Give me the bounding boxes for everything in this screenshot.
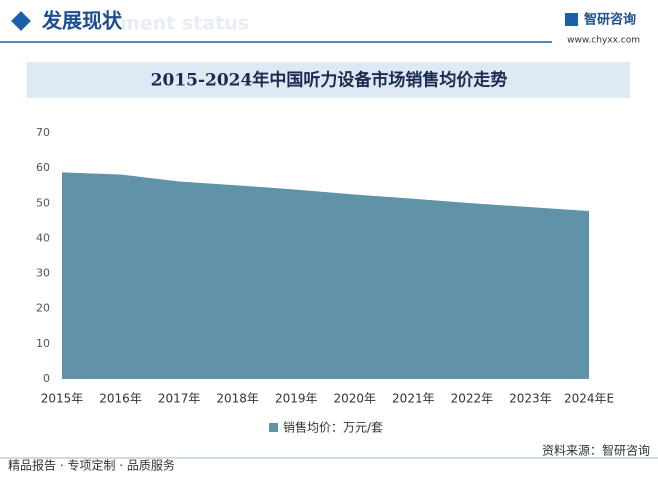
y-tick-label: 10 <box>36 337 50 350</box>
footer: 精品报告 · 专项定制 · 品质服务 <box>8 458 175 473</box>
plot: 0 10 20 30 40 50 60 70 2015年 2016年 2017年 2018年 2019年… <box>36 126 614 435</box>
x-tick-label: 2015年 <box>41 392 84 406</box>
legend-label: 销售均价：万元/套 <box>283 420 383 435</box>
header-title: 发展现状 <box>41 9 123 33</box>
y-tick-label: 70 <box>36 126 50 139</box>
y-tick-label: 40 <box>36 231 50 244</box>
y-tick-label: 30 <box>36 267 50 280</box>
x-tick-label: 2016年 <box>99 392 142 406</box>
legend-swatch <box>269 423 278 432</box>
title-bar <box>27 62 630 98</box>
y-tick-label: 60 <box>36 161 50 174</box>
x-tick-label: 2023年 <box>509 392 552 406</box>
x-tick-label: 2022年 <box>451 392 494 406</box>
y-tick-label: 20 <box>36 302 50 315</box>
y-tick-label: 0 <box>43 372 50 385</box>
area <box>62 172 589 379</box>
source: 资料来源：智研咨询 <box>542 443 650 458</box>
y-tick-label: 50 <box>36 196 50 209</box>
x-tick-label: 2019年 <box>275 392 318 406</box>
x-tick-label: 2020年 <box>334 392 377 406</box>
logo-icon <box>565 13 578 26</box>
logo-name: 智研咨询 <box>584 12 636 28</box>
header-icon <box>11 11 31 31</box>
x-tick-label: 2024年E <box>564 392 614 406</box>
x-tick-label: 2021年 <box>392 392 435 406</box>
logo-url: www.chyxx.com <box>567 36 640 46</box>
header-ghost: ment status <box>120 13 249 35</box>
x-tick-label: 2018年 <box>216 392 259 406</box>
chart-title: 2015-2024年中国听力设备市场销售均价走势 <box>151 70 508 91</box>
x-tick-label: 2017年 <box>158 392 201 406</box>
